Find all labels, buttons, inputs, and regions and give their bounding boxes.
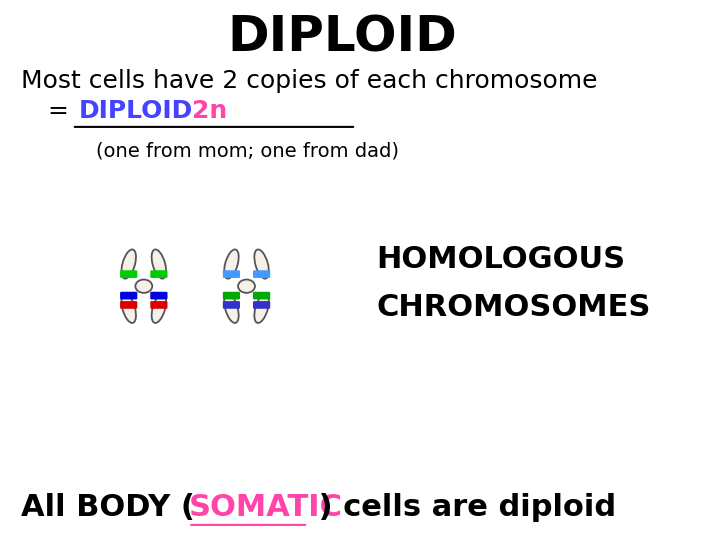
Text: CHROMOSOMES: CHROMOSOMES: [377, 293, 651, 322]
FancyBboxPatch shape: [120, 271, 138, 278]
Ellipse shape: [122, 294, 136, 323]
Text: DIPLOID: DIPLOID: [78, 99, 193, 123]
FancyBboxPatch shape: [150, 292, 168, 300]
Text: =: =: [48, 99, 77, 123]
Text: 2n: 2n: [158, 99, 228, 123]
FancyBboxPatch shape: [150, 301, 168, 309]
Text: (one from mom; one from dad): (one from mom; one from dad): [96, 141, 399, 161]
Ellipse shape: [254, 249, 269, 279]
Ellipse shape: [224, 249, 239, 279]
FancyBboxPatch shape: [253, 301, 270, 309]
Ellipse shape: [122, 249, 136, 279]
Text: Most cells have 2 copies of each chromosome: Most cells have 2 copies of each chromos…: [21, 69, 597, 93]
Ellipse shape: [238, 280, 255, 293]
FancyBboxPatch shape: [150, 271, 168, 278]
Ellipse shape: [224, 294, 239, 323]
Ellipse shape: [254, 294, 269, 323]
FancyBboxPatch shape: [253, 271, 270, 278]
Text: HOMOLOGOUS: HOMOLOGOUS: [377, 245, 626, 274]
Text: All BODY (: All BODY (: [21, 493, 194, 522]
Ellipse shape: [135, 280, 152, 293]
FancyBboxPatch shape: [222, 301, 240, 309]
FancyBboxPatch shape: [222, 292, 240, 300]
Text: SOMATIC: SOMATIC: [189, 493, 342, 522]
Text: DIPLOID: DIPLOID: [228, 14, 457, 62]
Ellipse shape: [152, 249, 166, 279]
FancyBboxPatch shape: [120, 292, 138, 300]
FancyBboxPatch shape: [253, 292, 270, 300]
Text: ) cells are diploid: ) cells are diploid: [308, 493, 616, 522]
Ellipse shape: [152, 294, 166, 323]
FancyBboxPatch shape: [120, 301, 138, 309]
FancyBboxPatch shape: [222, 271, 240, 278]
